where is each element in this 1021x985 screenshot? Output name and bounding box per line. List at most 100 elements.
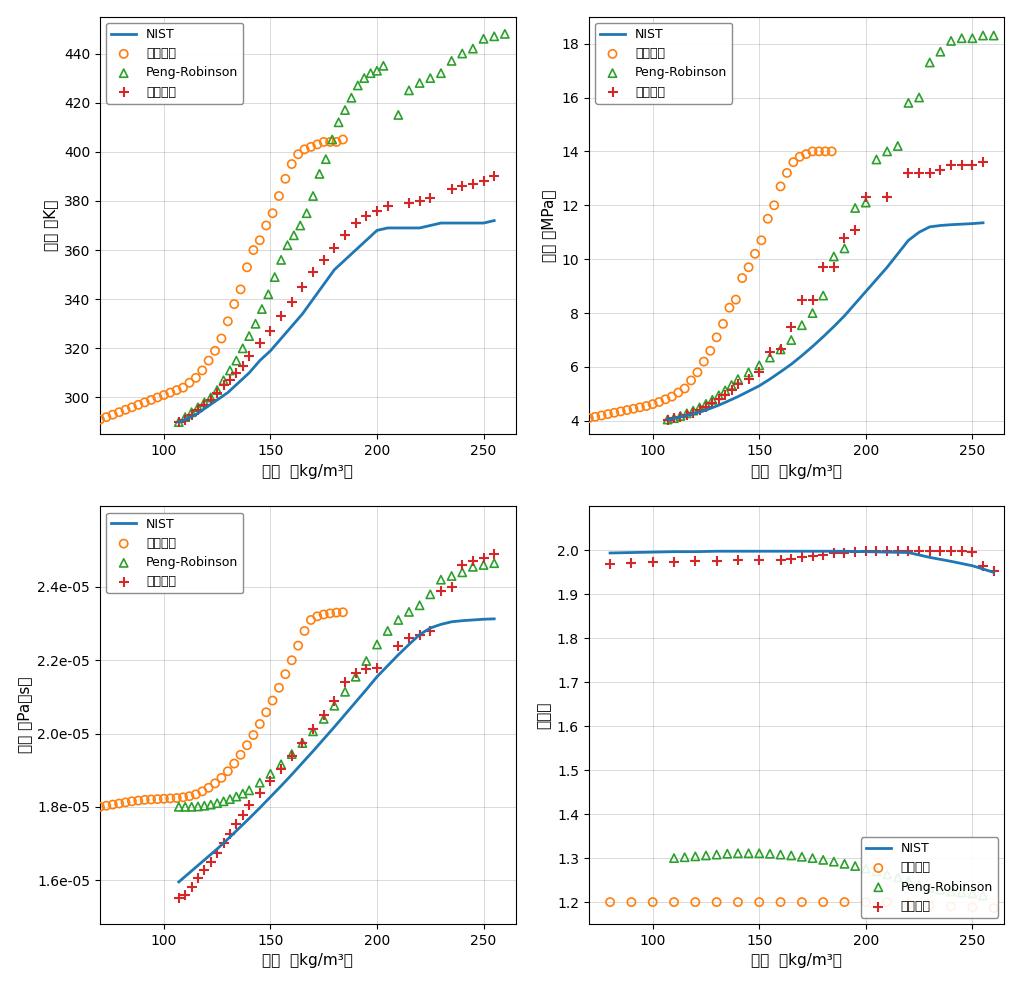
理想気体 [104, 407, 120, 423]
NIST [371, 225, 383, 236]
Legend: NIST, 理想気体, Peng-Robinson, テーブル: NIST, 理想気体, Peng-Robinson, テーブル [861, 837, 999, 918]
理想気体 [111, 404, 128, 420]
Peng-Robinson [486, 556, 502, 571]
テーブル [847, 222, 864, 237]
テーブル [177, 886, 193, 902]
NIST [328, 721, 340, 733]
理想気体 [245, 727, 261, 743]
NIST [646, 547, 659, 558]
テーブル [751, 364, 768, 380]
Peng-Robinson [964, 886, 980, 901]
テーブル [826, 546, 842, 561]
テーブル [305, 721, 322, 737]
Peng-Robinson [209, 795, 226, 811]
NIST [307, 294, 320, 305]
理想気体 [666, 894, 682, 910]
Legend: NIST, 理想気体, Peng-Robinson, テーブル: NIST, 理想気体, Peng-Robinson, テーブル [106, 23, 243, 103]
NIST [944, 556, 957, 567]
Peng-Robinson [889, 138, 906, 154]
理想気体 [200, 780, 216, 796]
NIST [775, 546, 787, 558]
理想気体 [92, 412, 108, 427]
Peng-Robinson [331, 114, 347, 130]
テーブル [826, 259, 842, 275]
NIST [828, 321, 840, 333]
理想気体 [207, 343, 224, 359]
テーブル [305, 264, 322, 280]
Peng-Robinson [476, 31, 492, 46]
テーブル [901, 543, 917, 558]
テーブル [433, 583, 449, 599]
理想気体 [709, 329, 725, 345]
理想気体 [162, 791, 179, 807]
理想気体 [296, 624, 312, 639]
Legend: NIST, 理想気体, Peng-Robinson, テーブル: NIST, 理想気体, Peng-Robinson, テーブル [106, 512, 243, 593]
テーブル [783, 319, 799, 335]
テーブル [358, 662, 375, 678]
理想気体 [168, 382, 185, 398]
テーブル [815, 547, 831, 562]
テーブル [836, 545, 853, 560]
理想気体 [130, 793, 146, 809]
Peng-Robinson [411, 598, 428, 614]
理想気体 [251, 716, 268, 732]
テーブル [315, 252, 332, 268]
NIST [371, 671, 383, 683]
テーブル [711, 391, 727, 407]
NIST [445, 217, 457, 229]
テーブル [262, 773, 279, 789]
Peng-Robinson [922, 881, 938, 896]
理想気体 [175, 380, 191, 396]
理想気体 [162, 385, 179, 401]
テーブル [443, 181, 459, 197]
NIST [785, 359, 797, 370]
理想気体 [683, 372, 699, 388]
NIST [625, 547, 637, 558]
理想気体 [985, 900, 1002, 916]
理想気体 [315, 607, 332, 623]
テーブル [975, 558, 991, 573]
Peng-Robinson [815, 288, 831, 303]
理想気体 [760, 211, 776, 227]
理想気体 [220, 763, 236, 779]
NIST [318, 733, 330, 745]
Peng-Robinson [177, 799, 193, 815]
Peng-Robinson [311, 166, 328, 182]
NIST [860, 546, 872, 558]
理想気体 [188, 786, 204, 802]
NIST [987, 566, 1000, 578]
テーブル [190, 871, 206, 886]
NIST [414, 222, 426, 233]
Peng-Robinson [975, 28, 991, 43]
理想気体 [751, 894, 768, 910]
理想気体 [715, 316, 731, 332]
Peng-Robinson [294, 735, 310, 751]
Y-axis label: 温度 （K）: 温度 （K） [43, 200, 58, 251]
Peng-Robinson [254, 301, 271, 317]
テーブル [215, 835, 232, 851]
NIST [711, 400, 723, 412]
X-axis label: 密度  （kg/m³）: 密度 （kg/m³） [262, 953, 353, 968]
NIST [296, 308, 308, 320]
NIST [668, 413, 680, 425]
Peng-Robinson [858, 861, 874, 877]
NIST [753, 546, 766, 558]
NIST [328, 264, 340, 276]
理想気体 [220, 313, 236, 329]
テーブル [196, 397, 212, 413]
理想気体 [290, 637, 306, 653]
理想気体 [117, 795, 134, 811]
テーブル [380, 198, 396, 214]
テーブル [209, 385, 226, 401]
理想気体 [239, 738, 255, 754]
NIST [264, 791, 277, 803]
理想気体 [773, 178, 789, 194]
テーブル [326, 239, 342, 255]
Peng-Robinson [337, 684, 353, 699]
Peng-Robinson [836, 856, 853, 872]
テーブル [858, 189, 874, 205]
理想気体 [922, 897, 938, 913]
NIST [382, 222, 394, 233]
NIST [881, 547, 893, 558]
テーブル [964, 157, 980, 172]
